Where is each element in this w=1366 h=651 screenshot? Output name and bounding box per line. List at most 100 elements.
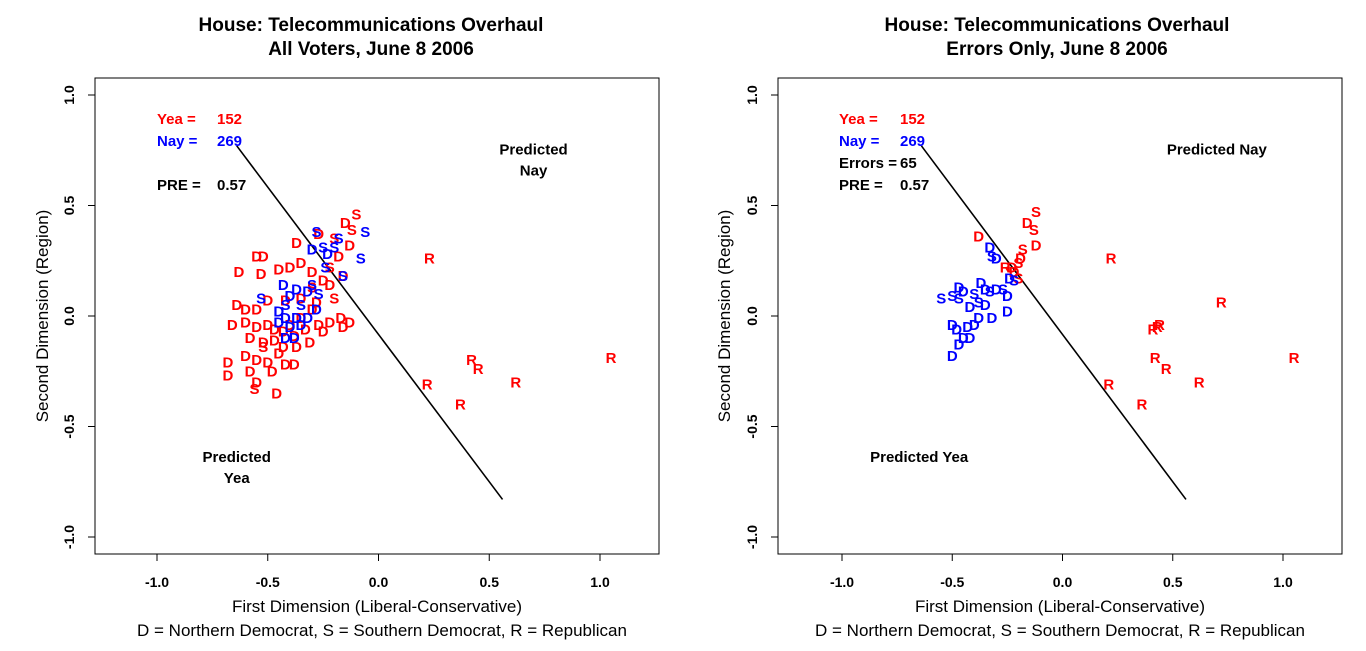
y-tick-label: -0.5 bbox=[61, 414, 77, 438]
vote-point-yea: R bbox=[510, 374, 521, 391]
region-label-predicted-yea: Yea bbox=[224, 470, 251, 487]
vote-point-yea: R bbox=[424, 251, 435, 268]
vote-point-nay: D bbox=[296, 317, 307, 334]
vote-point-yea: D bbox=[311, 295, 322, 312]
x-tick-label: 0.5 bbox=[1163, 574, 1183, 590]
vote-point-yea: D bbox=[300, 321, 311, 338]
vote-point-yea: D bbox=[240, 348, 251, 365]
vote-point-yea: D bbox=[251, 352, 262, 369]
stat-yea-value: 152 bbox=[900, 111, 925, 128]
vote-point-nay: D bbox=[278, 277, 289, 294]
vote-point-yea: R bbox=[1161, 361, 1172, 378]
vote-point-yea: S bbox=[325, 259, 335, 276]
vote-point-nay: D bbox=[322, 246, 333, 263]
vote-point-yea: D bbox=[222, 354, 233, 371]
cutting-line bbox=[236, 145, 504, 500]
vote-point-yea: R bbox=[1136, 396, 1147, 413]
vote-point-nay: S bbox=[334, 231, 344, 248]
region-label-predicted-nay: Predicted Nay bbox=[1167, 142, 1268, 159]
stat-nay-value: 269 bbox=[900, 133, 925, 150]
vote-point-nay: D bbox=[964, 330, 975, 347]
vote-point-nay: D bbox=[953, 337, 964, 354]
vote-point-yea: R bbox=[1154, 317, 1165, 334]
vote-point-nay: D bbox=[273, 304, 284, 321]
x-axis-label: First Dimension (Liberal-Conservative) bbox=[915, 597, 1205, 616]
region-label-predicted-nay: Predicted bbox=[499, 142, 567, 159]
vote-point-nay: D bbox=[969, 317, 980, 334]
vote-point-nay: D bbox=[984, 239, 995, 256]
vote-point-nay: D bbox=[987, 310, 998, 327]
vote-point-yea: R bbox=[1147, 321, 1158, 338]
stat-pre-value: 0.57 bbox=[900, 177, 929, 194]
vote-point-yea: D bbox=[269, 332, 280, 349]
stat-nay-label: Nay = bbox=[157, 133, 198, 150]
vote-point-nay: D bbox=[284, 288, 295, 305]
vote-point-nay: D bbox=[291, 281, 302, 298]
vote-point-nay: D bbox=[280, 330, 291, 347]
vote-point-yea: R bbox=[1150, 350, 1161, 367]
vote-point-yea: D bbox=[304, 335, 315, 352]
x-axis-label: First Dimension (Liberal-Conservative) bbox=[232, 597, 522, 616]
stat-pre-label: PRE = bbox=[157, 177, 201, 194]
region-label-predicted-yea: Predicted bbox=[203, 449, 271, 466]
x-tick-label: 1.0 bbox=[590, 574, 610, 590]
vote-point-yea: S bbox=[1029, 222, 1039, 239]
vote-point-nay: S bbox=[987, 248, 997, 265]
vote-point-nay: S bbox=[314, 286, 324, 303]
y-axis-label: Second Dimension (Region) bbox=[33, 210, 52, 423]
vote-point-nay: D bbox=[980, 297, 991, 314]
vote-point-nay: D bbox=[1002, 288, 1013, 305]
vote-point-yea: D bbox=[1031, 237, 1042, 254]
vote-point-nay: S bbox=[318, 239, 328, 256]
y-tick-label: -1.0 bbox=[61, 525, 77, 549]
vote-point-yea: D bbox=[251, 319, 262, 336]
vote-point-yea: R bbox=[466, 352, 477, 369]
y-tick-label: 0.0 bbox=[61, 306, 77, 326]
vote-point-yea: S bbox=[1018, 242, 1028, 259]
vote-point-yea: D bbox=[231, 297, 242, 314]
stat-errors-label: Errors = bbox=[839, 155, 897, 172]
vote-point-yea: D bbox=[262, 354, 273, 371]
vote-point-yea: R bbox=[455, 396, 466, 413]
x-tick-label: -1.0 bbox=[830, 574, 854, 590]
cutting-line bbox=[920, 145, 1187, 500]
vote-point-yea: D bbox=[324, 315, 335, 332]
vote-point-yea: D bbox=[284, 317, 295, 334]
vote-point-yea: S bbox=[1031, 204, 1041, 221]
vote-point-nay: D bbox=[947, 317, 958, 334]
vote-point-nay: D bbox=[991, 251, 1002, 268]
y-tick-label: -0.5 bbox=[744, 414, 760, 438]
vote-point-nay: D bbox=[1002, 304, 1013, 321]
vote-point-nay: D bbox=[289, 330, 300, 347]
vote-point-yea: D bbox=[280, 357, 291, 374]
vote-point-yea: S bbox=[329, 290, 339, 307]
vote-point-nay: D bbox=[1004, 270, 1015, 287]
vote-point-yea: D bbox=[222, 368, 233, 385]
vote-point-nay: D bbox=[951, 321, 962, 338]
y-tick-label: -1.0 bbox=[744, 525, 760, 549]
vote-point-yea: D bbox=[324, 277, 335, 294]
chart-panel-all-voters: House: Telecommunications Overhaul All V… bbox=[33, 15, 660, 640]
vote-point-yea: D bbox=[335, 310, 346, 327]
stat-yea-label: Yea = bbox=[839, 111, 878, 128]
vote-point-yea: D bbox=[278, 323, 289, 340]
vote-point-yea: R bbox=[1000, 259, 1011, 276]
vote-point-yea: D bbox=[256, 266, 267, 283]
x-tick-label: 0.0 bbox=[369, 574, 389, 590]
stat-nay-label: Nay = bbox=[839, 133, 880, 150]
vote-point-yea: D bbox=[296, 310, 307, 327]
y-tick-label: 0.0 bbox=[744, 306, 760, 326]
vote-point-yea: D bbox=[240, 301, 251, 318]
vote-point-yea: D bbox=[296, 255, 307, 272]
vote-point-yea: R bbox=[1103, 377, 1114, 394]
vote-stats: Yea = 152 Nay = 269 PRE = 0.57 bbox=[157, 111, 246, 194]
vote-point-yea: S bbox=[249, 381, 259, 398]
vote-point-nay: D bbox=[307, 242, 318, 259]
vote-point-yea: D bbox=[313, 226, 324, 243]
vote-point-yea: D bbox=[251, 374, 262, 391]
vote-point-yea: D bbox=[344, 315, 355, 332]
chart-title-line-2: All Voters, June 8 2006 bbox=[268, 39, 474, 60]
vote-point-yea: D bbox=[251, 248, 262, 265]
stat-yea-value: 152 bbox=[217, 111, 242, 128]
